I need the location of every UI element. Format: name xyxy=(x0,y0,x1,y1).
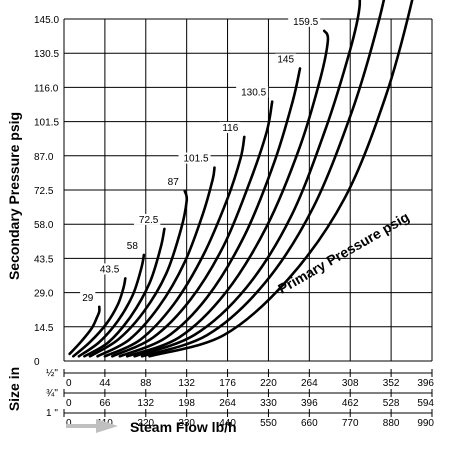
x-tick-label: 264 xyxy=(219,398,236,409)
pressure-curve xyxy=(77,253,146,358)
size-row-label: ¾" xyxy=(46,388,58,399)
x-tick-label: 0 xyxy=(66,398,72,409)
curve-label-bg xyxy=(236,86,269,98)
curve-label-bg xyxy=(219,121,241,133)
curve-label: 29 xyxy=(82,293,94,304)
x-tick-label: 220 xyxy=(137,418,154,429)
x-tick-label: 440 xyxy=(219,418,236,429)
pressure-curves xyxy=(68,0,414,358)
curve-label: 145 xyxy=(277,55,294,66)
y-tick-label: 58.0 xyxy=(34,220,54,231)
x-tick-label: 330 xyxy=(178,418,195,429)
size-row-label: ½" xyxy=(46,368,58,379)
curve-label: 130.5 xyxy=(241,88,266,99)
pressure-curve xyxy=(96,166,216,358)
pressure-curve xyxy=(103,135,246,358)
y-tick-label: 72.5 xyxy=(34,186,54,197)
x-tick-label: 308 xyxy=(342,378,359,389)
y-tick-labels: 0 14.5 29.0 43.5 58.0 72.5 87.0 101.5 116.0 130.5… xyxy=(34,15,59,368)
y-tick-label: 130.5 xyxy=(34,49,59,60)
x-tick-label: 198 xyxy=(178,398,195,409)
x-tick-label: 880 xyxy=(383,418,400,429)
y-tick-label: 145.0 xyxy=(34,15,59,26)
curve-label: 43.5 xyxy=(100,264,120,275)
curve-label-bg xyxy=(178,152,211,164)
x-tick-label: 990 xyxy=(417,418,434,429)
x-tick-label: 66 xyxy=(99,398,111,409)
pressure-curve xyxy=(133,0,362,358)
curve-label-bg xyxy=(124,239,140,251)
curve-label-bg xyxy=(288,15,321,27)
y-tick-label: 101.5 xyxy=(34,118,59,129)
x-tick-label: 352 xyxy=(383,378,400,389)
x-scales: ½" 0 44 88 132 176 220 264 308 352 396 ¾" 0 66 132 198 2… xyxy=(46,368,434,429)
curve-label-bg xyxy=(133,213,161,225)
x-tick-label: 220 xyxy=(260,378,277,389)
y-tick-label: 116.0 xyxy=(34,83,59,94)
curve-label-bg xyxy=(94,263,122,275)
pressure-curve xyxy=(118,67,302,358)
y-axis-title: Secondary Pressure psig xyxy=(6,112,22,280)
x-tick-label: 528 xyxy=(383,398,400,409)
x-tick-label: 88 xyxy=(140,378,152,389)
pressure-curve xyxy=(111,100,274,358)
y-tick-label: 43.5 xyxy=(34,254,54,265)
x-tick-label: 594 xyxy=(417,398,434,409)
x-tick-label: 660 xyxy=(301,418,318,429)
curve-label: 116 xyxy=(222,123,238,134)
pressure-curve xyxy=(140,0,386,358)
x-tick-label: 132 xyxy=(137,398,154,409)
x-tick-label: 330 xyxy=(260,398,277,409)
pressure-curve xyxy=(83,227,166,358)
x-tick-label: 264 xyxy=(301,378,318,389)
curve-label: 87 xyxy=(168,177,180,188)
curve-label: 58 xyxy=(127,241,139,252)
x-tick-label: 44 xyxy=(99,378,111,389)
x-tick-label: 396 xyxy=(417,378,434,389)
x-tick-label: 770 xyxy=(342,418,359,429)
x-axis-title: Steam Flow lb/h xyxy=(130,419,237,435)
x-tick-label: 0 xyxy=(66,378,72,389)
size-label: Size in xyxy=(6,367,22,411)
x-tick-label: 0 xyxy=(66,418,72,429)
curve-label-bg xyxy=(165,176,181,188)
size-row-label: 1 " xyxy=(46,408,58,419)
curve-label: 101.5 xyxy=(184,154,209,165)
x-tick-label: 176 xyxy=(219,378,236,389)
curve-labels: 2943.55872.587101.5116130.5145159.517418… xyxy=(80,15,321,304)
y-tick-label: 0 xyxy=(34,357,40,368)
arrow-right-icon xyxy=(66,419,118,433)
curve-label-bg xyxy=(275,53,297,65)
curve-label: 159.5 xyxy=(293,17,318,28)
x-tick-label: 550 xyxy=(260,418,277,429)
y-tick-label: 29.0 xyxy=(34,289,54,300)
y-tick-label: 14.5 xyxy=(34,323,54,334)
x-tick-label: 132 xyxy=(178,378,195,389)
pressure-curve xyxy=(148,0,414,358)
pressure-curve xyxy=(125,29,330,358)
pressure-curve xyxy=(68,305,101,356)
pressure-curve xyxy=(72,277,127,358)
y-tick-label: 87.0 xyxy=(34,152,54,163)
curve-label-bg xyxy=(80,291,96,303)
x-tick-label: 462 xyxy=(342,398,359,409)
pressure-curve xyxy=(88,189,189,358)
curve-label: 72.5 xyxy=(139,215,159,226)
x-tick-label: 396 xyxy=(301,398,318,409)
